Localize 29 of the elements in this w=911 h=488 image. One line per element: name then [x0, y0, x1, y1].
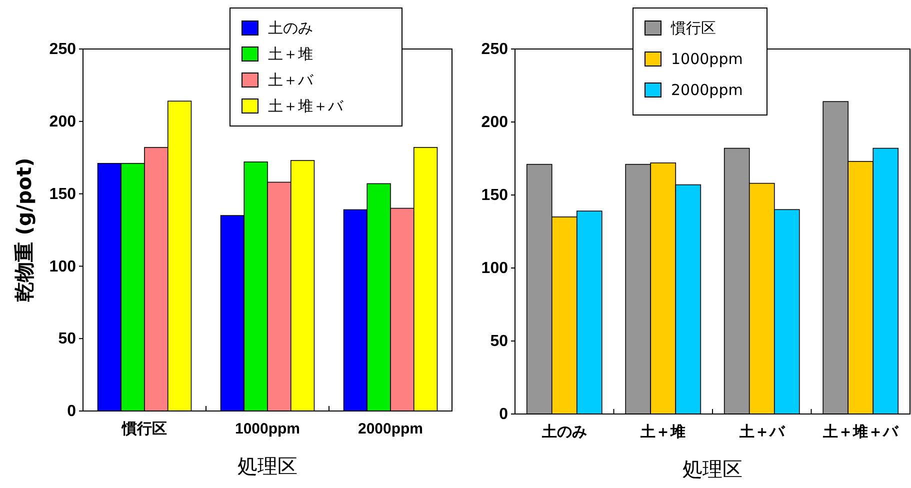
x-tick-label: 1000ppm: [234, 420, 300, 438]
y-tick-label: 100: [49, 258, 76, 276]
y-tick-label: 200: [49, 114, 76, 131]
y-tick-label: 0: [67, 403, 76, 420]
legend-label: 2000ppm: [671, 81, 743, 99]
legend-label: 土のみ: [268, 19, 313, 37]
x-tick-label: 慣行区: [121, 420, 167, 438]
y-tick-label: 250: [481, 41, 508, 58]
x-tick-label: 土＋バ: [738, 424, 786, 440]
legend-label: 土＋堆＋バ: [268, 97, 344, 115]
y-tick-label: 50: [58, 330, 76, 348]
y-tick-label: 100: [481, 260, 508, 278]
y-axis-title: 乾物重 (g/pot): [12, 158, 36, 302]
x-axis-title: 処理区: [238, 454, 298, 478]
y-tick-label: 0: [499, 406, 508, 424]
legend-label: 土＋堆: [268, 45, 313, 63]
legend-label: 1000ppm: [671, 50, 743, 68]
legend-label: 慣行区: [670, 19, 716, 37]
x-tick-label: 土＋堆: [640, 424, 686, 440]
y-tick-label: 50: [490, 333, 508, 350]
legend-label: 土＋バ: [268, 71, 314, 89]
x-axis-title: 処理区: [682, 457, 742, 481]
x-tick-label: 2000ppm: [358, 420, 424, 438]
y-tick-label: 150: [481, 187, 508, 204]
y-tick-label: 200: [481, 114, 508, 132]
y-tick-label: 150: [49, 186, 76, 203]
y-tick-label: 250: [49, 41, 76, 58]
x-tick-label: 土＋堆＋バ: [822, 424, 900, 440]
x-tick-label: 土のみ: [540, 424, 587, 440]
